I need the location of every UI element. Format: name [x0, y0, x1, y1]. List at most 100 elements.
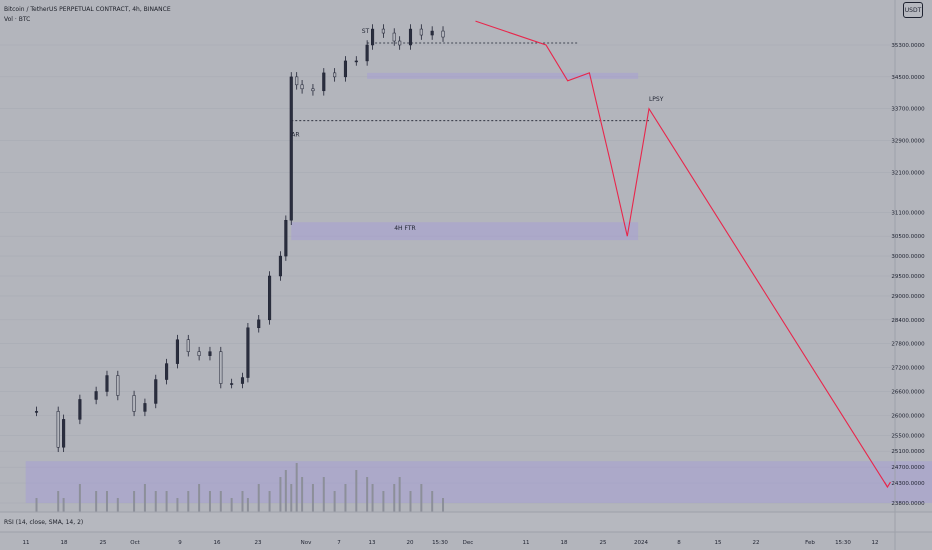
candle-body-7 [132, 395, 136, 412]
candle-body-13 [197, 351, 201, 356]
volume-bar-13 [198, 484, 201, 512]
time-tick-8: 7 [337, 540, 341, 546]
projection-line [475, 20, 888, 488]
annotation-0: ST [362, 28, 370, 35]
time-tick-16: 2024 [634, 540, 648, 546]
candle-body-33 [381, 28, 385, 34]
time-tick-20: Feb [805, 540, 815, 546]
volume-bar-2 [62, 498, 65, 512]
price-tick-16: 25100.0000 [891, 449, 925, 455]
time-tick-4: 9 [178, 540, 182, 546]
candle-body-24 [295, 76, 299, 86]
projection-path [475, 20, 891, 489]
candle-body-0 [34, 411, 39, 413]
price-tick-13: 26600.0000 [891, 389, 925, 395]
volume-bar-30 [355, 470, 358, 512]
candle-body-16 [230, 383, 234, 385]
time-axis[interactable]: 11 18 25 Oct 9 16 23 Nov 7 13 20 15:30 Dec 11 18 25 2024… [23, 540, 879, 546]
volume-bar-19 [257, 484, 260, 512]
volume-bar-15 [219, 491, 222, 512]
candle-body-39 [441, 30, 445, 38]
volume-bar-20 [268, 491, 271, 512]
volume-bar-37 [420, 484, 423, 512]
candle-body-12 [186, 339, 190, 352]
volume-bar-3 [78, 484, 81, 512]
volume-bar-0 [35, 498, 38, 512]
price-tick-5: 31100.0000 [891, 210, 925, 216]
price-tick-4: 32100.0000 [891, 170, 925, 176]
volume-bar-7 [133, 491, 136, 512]
candle-body-11 [175, 339, 179, 364]
time-tick-13: 11 [523, 540, 530, 546]
volume-bar-28 [333, 491, 336, 512]
volume-bar-18 [246, 498, 249, 512]
time-tick-11: 15:30 [432, 540, 448, 546]
candle-body-32 [371, 28, 375, 46]
price-axis[interactable]: 35300.0000 34500.0000 33700.0000 32900.0000… [891, 43, 925, 507]
volume-bar-11 [176, 498, 179, 512]
projection-arrowhead [883, 481, 891, 489]
time-tick-10: 20 [407, 540, 414, 546]
time-tick-9: 13 [369, 540, 376, 546]
time-tick-14: 18 [561, 540, 568, 546]
rsi-legend: RSI (14, close, SMA, 14, 2) [4, 519, 84, 526]
price-tick-8: 29500.0000 [891, 274, 925, 280]
candle-body-6 [116, 375, 120, 396]
candle-body-10 [165, 363, 169, 380]
candle-body-2 [62, 419, 66, 448]
volume-bar-31 [366, 477, 369, 512]
annotation-2: LPSY [649, 96, 664, 103]
time-tick-22: 12 [872, 540, 879, 546]
candle-body-8 [143, 403, 147, 412]
candle-body-18 [246, 327, 250, 378]
zone-0 [291, 222, 639, 241]
time-tick-2: 25 [100, 540, 107, 546]
candle-body-23 [289, 76, 293, 221]
zone-2 [25, 461, 932, 503]
volume-bar-21 [279, 477, 282, 512]
candle-body-29 [343, 60, 348, 78]
candle-body-36 [408, 28, 413, 46]
time-tick-15: 25 [600, 540, 607, 546]
symbol-title: Bitcoin / TetherUS PERPETUAL CONTRACT, 4… [4, 6, 171, 13]
annotation-3: 4H FTR [394, 225, 415, 232]
currency-unit-button[interactable]: USDT [903, 2, 923, 18]
volume-bar-29 [344, 484, 347, 512]
candle-body-15 [219, 351, 223, 384]
volume-bar-33 [382, 491, 385, 512]
volume-legend: Vol · BTC [4, 16, 31, 23]
candle-body-20 [268, 275, 272, 321]
time-tick-18: 15 [715, 540, 722, 546]
price-tick-6: 30500.0000 [891, 234, 925, 240]
annotations: ST AR LPSY 4H FTR [291, 28, 663, 232]
candle-body-19 [257, 319, 261, 329]
volume-bar-39 [442, 498, 445, 512]
volume-bar-9 [154, 491, 157, 512]
candle-body-5 [105, 375, 109, 392]
volume-bar-38 [431, 491, 434, 512]
time-tick-17: 8 [677, 540, 681, 546]
price-tick-2: 33700.0000 [891, 107, 925, 113]
time-tick-0: 11 [23, 540, 30, 546]
price-tick-1: 34500.0000 [891, 75, 925, 81]
candle-body-38 [430, 30, 434, 36]
volume-bar-23 [290, 484, 293, 512]
zones [25, 72, 932, 503]
annotation-1: AR [291, 132, 299, 139]
candle-body-4 [94, 391, 98, 400]
rsi-pane [0, 512, 932, 532]
volume-bar-5 [105, 491, 108, 512]
time-tick-7: Nov [301, 540, 312, 546]
time-tick-3: Oct [130, 540, 140, 546]
price-tick-15: 25500.0000 [891, 433, 925, 439]
candle-body-9 [154, 379, 158, 404]
time-tick-1: 18 [61, 540, 68, 546]
candle-body-22 [284, 219, 288, 257]
price-tick-12: 27200.0000 [891, 366, 925, 372]
candle-body-35 [398, 40, 402, 46]
candle-body-21 [278, 255, 282, 277]
volume-bar-10 [165, 491, 168, 512]
